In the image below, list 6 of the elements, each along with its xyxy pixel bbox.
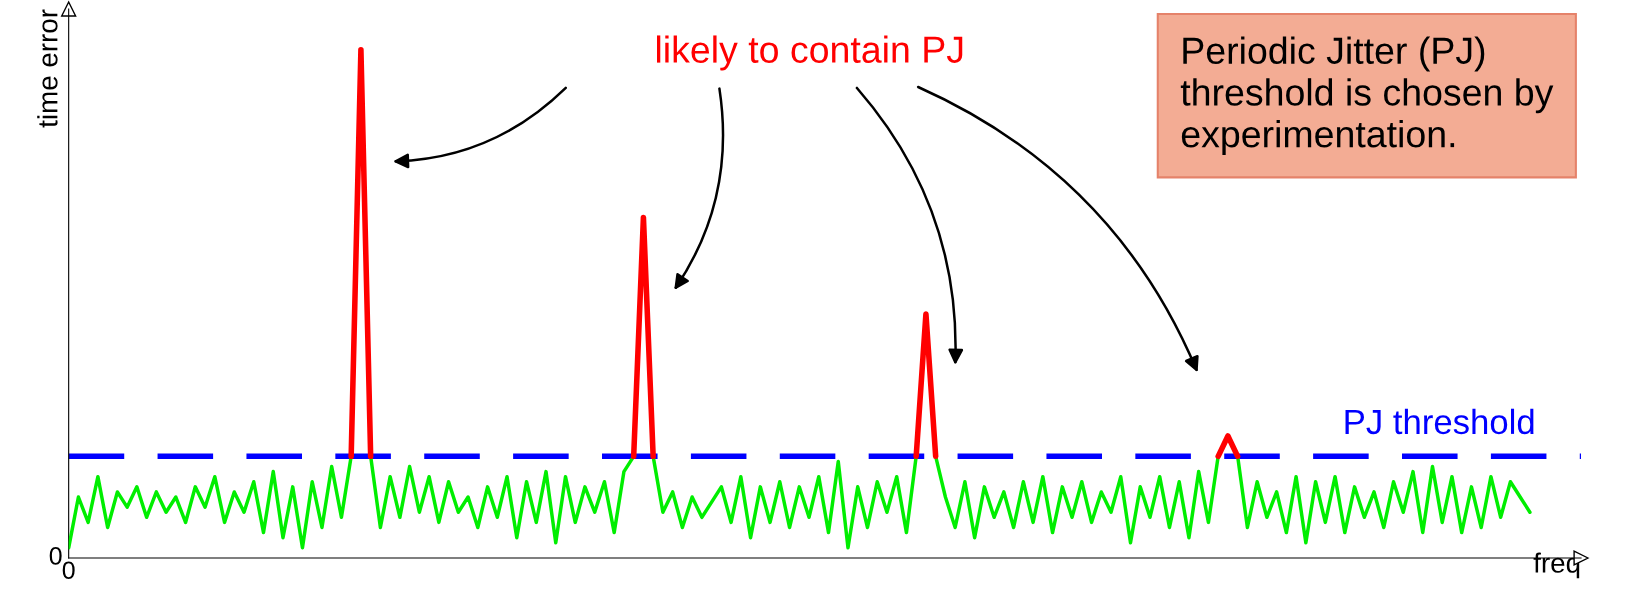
ref-line-label: PJ threshold bbox=[1345, 408, 1534, 435]
text: 0 bbox=[49, 547, 62, 565]
annotation: likely to contain PJ bbox=[656, 35, 963, 71]
y-axis-title: time error bbox=[37, 9, 58, 128]
annotation: Periodic Jitter (PJ) threshold is chosen by experimentation. bbox=[1180, 36, 1554, 155]
text: 0 bbox=[62, 561, 75, 580]
